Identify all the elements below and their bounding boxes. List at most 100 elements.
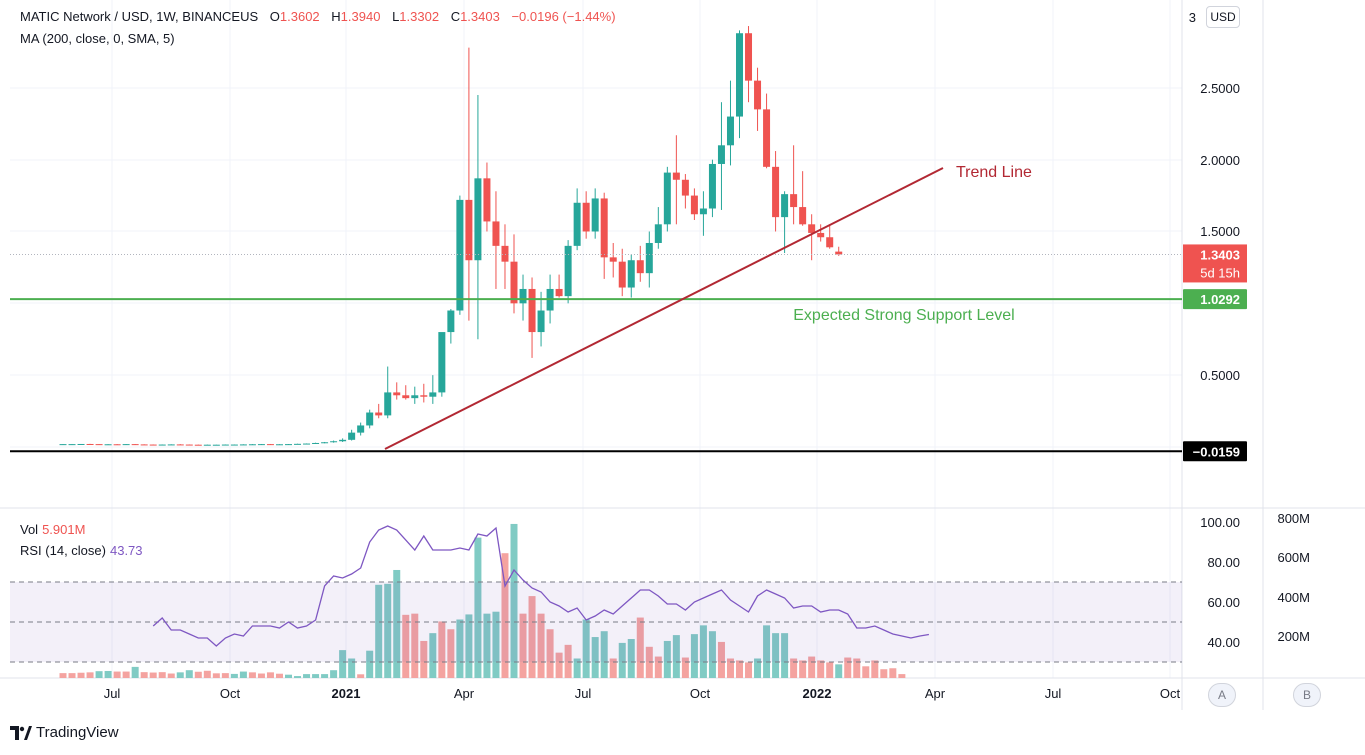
candle-body <box>285 444 292 446</box>
last-price-tag: 1.3403 <box>1200 247 1240 262</box>
volume-bar <box>212 673 220 678</box>
time-tick-label: 2021 <box>332 686 361 701</box>
volume-tick-label: 800M <box>1277 511 1310 526</box>
volume-bar <box>826 662 834 678</box>
volume-bar <box>672 635 680 678</box>
volume-bar <box>420 640 428 678</box>
candle-body <box>86 443 94 445</box>
volume-tick-label: 400M <box>1277 590 1310 605</box>
tradingview-logo[interactable]: TradingView <box>10 724 119 741</box>
price-tick-label: 3 <box>1189 10 1196 25</box>
volume-bar <box>393 569 401 678</box>
candle-body <box>609 257 617 262</box>
candle-body <box>420 395 428 397</box>
volume-bar <box>185 670 193 678</box>
candle-body <box>266 444 274 446</box>
trend-line <box>384 167 944 450</box>
candle-body <box>465 199 473 261</box>
volume-bar <box>456 619 464 678</box>
candle-body <box>330 441 338 443</box>
volume-bar <box>618 642 626 678</box>
volume-bar <box>59 673 67 678</box>
annotation-lines: Expected Strong Support Level Trend Line <box>10 164 1182 450</box>
candle-body <box>221 444 229 446</box>
grid-lines <box>0 0 1365 710</box>
candle-body <box>754 80 762 110</box>
candle-body <box>564 245 572 297</box>
tradingview-icon <box>10 725 32 740</box>
volume-bar <box>736 660 743 678</box>
price-tick-label: 1.5000 <box>1200 224 1240 239</box>
candle-body <box>257 444 265 446</box>
ohlc-open-label: O <box>269 9 280 24</box>
candle-body <box>411 395 419 399</box>
symbol-legend: MATIC Network / USD, 1W, BINANCEUS O1.36… <box>20 9 616 24</box>
candle-body <box>149 444 157 446</box>
candle-body <box>140 444 148 446</box>
vol-legend[interactable]: Vol 5.901M <box>20 522 85 537</box>
candle-body <box>212 444 220 446</box>
candle-body <box>438 332 446 393</box>
candle-body <box>167 444 175 446</box>
volume-bar <box>519 613 527 678</box>
currency-button[interactable]: USD <box>1206 6 1240 28</box>
time-tick-label: 2022 <box>803 686 832 701</box>
rsi-tick-label: 80.00 <box>1207 555 1240 570</box>
support-price-tag: 1.0292 <box>1200 292 1240 307</box>
volume-bar <box>546 629 554 678</box>
volume-bar <box>591 637 599 678</box>
candle-body <box>68 444 76 446</box>
log-scale-button[interactable]: B <box>1293 683 1321 707</box>
volume-bar <box>447 629 455 678</box>
auto-scale-button[interactable]: A <box>1208 683 1236 707</box>
volume-bar <box>627 639 635 678</box>
volume-bar <box>366 650 374 678</box>
candle-body <box>573 202 581 246</box>
ohlc-change: −0.0196 (−1.44%) <box>511 9 616 24</box>
volume-bar <box>230 673 238 678</box>
candle-body <box>528 288 536 333</box>
volume-bar <box>375 584 383 678</box>
volume-bar <box>835 664 843 678</box>
volume-bar <box>402 614 410 678</box>
price-tick-label: 0.5000 <box>1200 368 1240 383</box>
volume-bar <box>248 672 256 678</box>
ma-legend[interactable]: MA (200, close, 0, SMA, 5) <box>20 31 175 46</box>
volume-bar <box>257 673 265 678</box>
volume-bar <box>131 666 139 678</box>
rsi-legend[interactable]: RSI (14, close) 43.73 <box>20 543 143 558</box>
volume-bar <box>474 537 482 678</box>
ohlc-low-label: L <box>392 9 400 24</box>
candle-body <box>239 444 247 446</box>
candle-body <box>131 444 139 446</box>
volume-bar <box>68 673 76 678</box>
volume-bar <box>564 644 572 678</box>
candle-body <box>591 198 599 232</box>
volume-bar <box>221 673 229 678</box>
candle-body <box>618 261 626 288</box>
volume-bar <box>745 662 753 678</box>
candle-body <box>402 395 410 399</box>
volume-bar <box>438 621 446 678</box>
candle-body <box>275 444 283 446</box>
volume-bar <box>708 631 716 678</box>
candle-body <box>835 251 843 255</box>
volume-bar <box>853 658 861 678</box>
volume-bar <box>275 673 283 678</box>
volume-bar <box>86 672 94 678</box>
candle-body <box>708 163 716 209</box>
candle-body <box>158 444 166 446</box>
volume-bar <box>77 672 85 678</box>
volume-bar <box>339 650 347 678</box>
candle-body <box>104 444 112 446</box>
time-tick-label: Apr <box>925 686 946 701</box>
volume-bar <box>717 641 725 678</box>
candle-body <box>672 172 680 180</box>
candle-body <box>194 444 202 446</box>
candle-body <box>483 178 491 222</box>
candle-body <box>294 443 302 445</box>
volume-bar <box>294 676 302 678</box>
ohlc-low-value: 1.3302 <box>399 9 440 24</box>
volume-bar <box>411 613 419 678</box>
